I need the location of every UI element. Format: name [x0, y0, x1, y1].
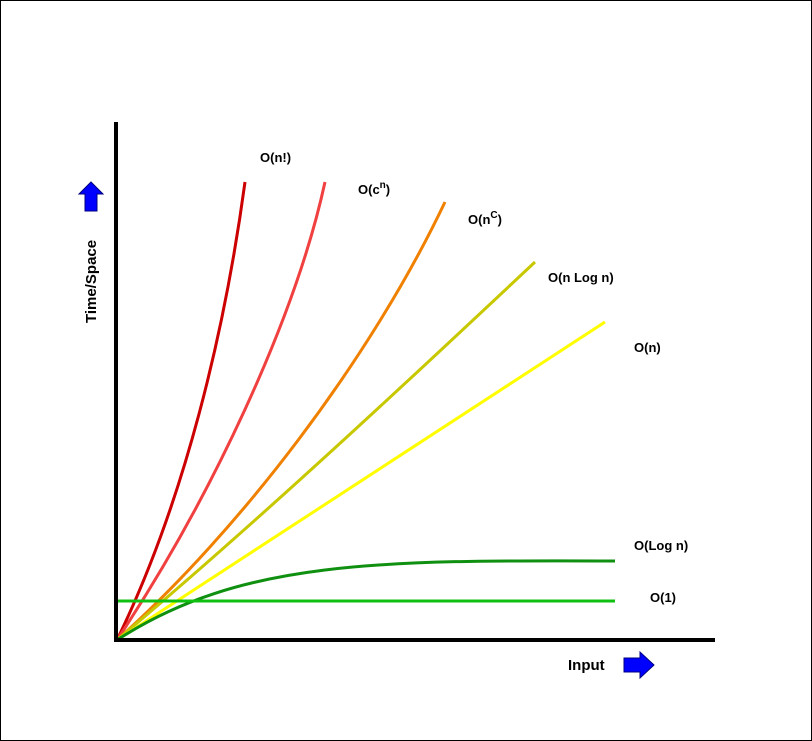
curve-logarithmic — [116, 559, 616, 642]
label-constant: O(1) — [650, 590, 676, 605]
curve-linearithmic — [116, 260, 537, 642]
curve-factorial — [115, 181, 247, 641]
arrow-right-icon — [623, 650, 655, 680]
label-factorial: O(n!) — [260, 150, 291, 165]
arrow-up-icon — [77, 181, 105, 212]
curve-exponential — [115, 181, 327, 641]
y-axis-label: Time/Space — [83, 240, 100, 323]
label-polynomial: O(nC) — [468, 210, 502, 227]
curve-polynomial — [115, 201, 447, 642]
label-logarithmic: O(Log n) — [634, 538, 688, 553]
label-linearithmic: O(n Log n) — [548, 270, 614, 285]
label-linear: O(n) — [634, 340, 661, 355]
curve-linear — [116, 320, 606, 642]
x-axis-label: Input — [568, 657, 605, 674]
label-exponential: O(cn) — [358, 180, 390, 197]
